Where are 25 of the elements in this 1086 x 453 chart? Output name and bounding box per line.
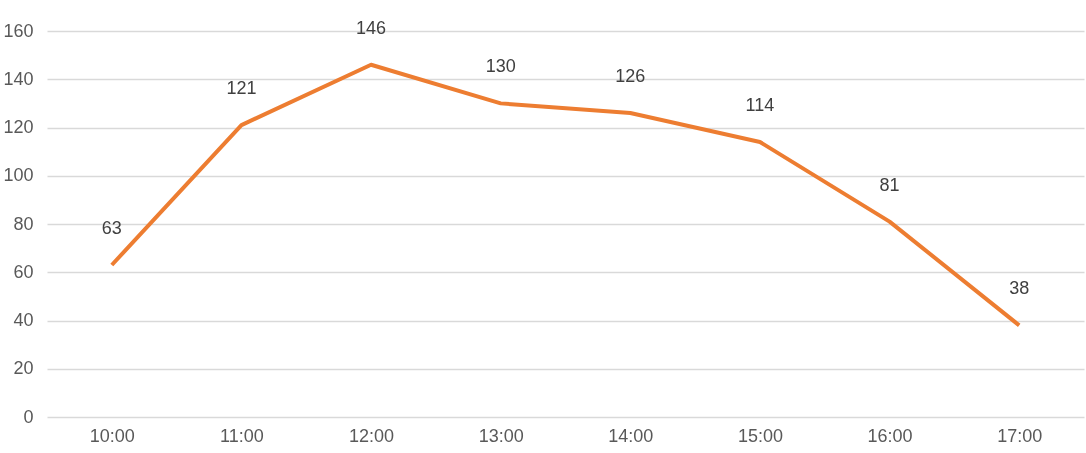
y-tick-label: 60	[13, 261, 34, 282]
y-tick-label: 140	[3, 68, 34, 89]
data-label: 38	[1009, 278, 1030, 299]
data-label: 81	[879, 174, 900, 195]
x-tick-label: 11:00	[220, 425, 264, 446]
x-tick-label: 16:00	[867, 425, 913, 446]
data-label: 121	[226, 78, 257, 99]
data-label: 114	[745, 94, 775, 115]
x-tick-label: 14:00	[608, 425, 654, 446]
data-label: 130	[485, 56, 516, 77]
x-tick-label: 13:00	[478, 425, 524, 446]
data-label: 146	[356, 17, 387, 38]
x-tick-label: 17:00	[997, 425, 1043, 446]
data-label: 63	[101, 218, 122, 239]
y-tick-label: 120	[3, 117, 34, 137]
x-tick-label: 10:00	[89, 425, 135, 446]
y-tick-label: 20	[13, 358, 34, 379]
x-tick-label: 12:00	[349, 425, 395, 446]
x-tick-label: 15:00	[737, 425, 783, 446]
y-tick-label: 160	[3, 20, 34, 41]
y-tick-label: 40	[13, 310, 34, 330]
y-tick-label: 0	[23, 406, 34, 427]
data-label: 126	[615, 66, 646, 87]
y-tick-label: 100	[3, 165, 34, 186]
y-tick-label: 80	[13, 213, 34, 234]
